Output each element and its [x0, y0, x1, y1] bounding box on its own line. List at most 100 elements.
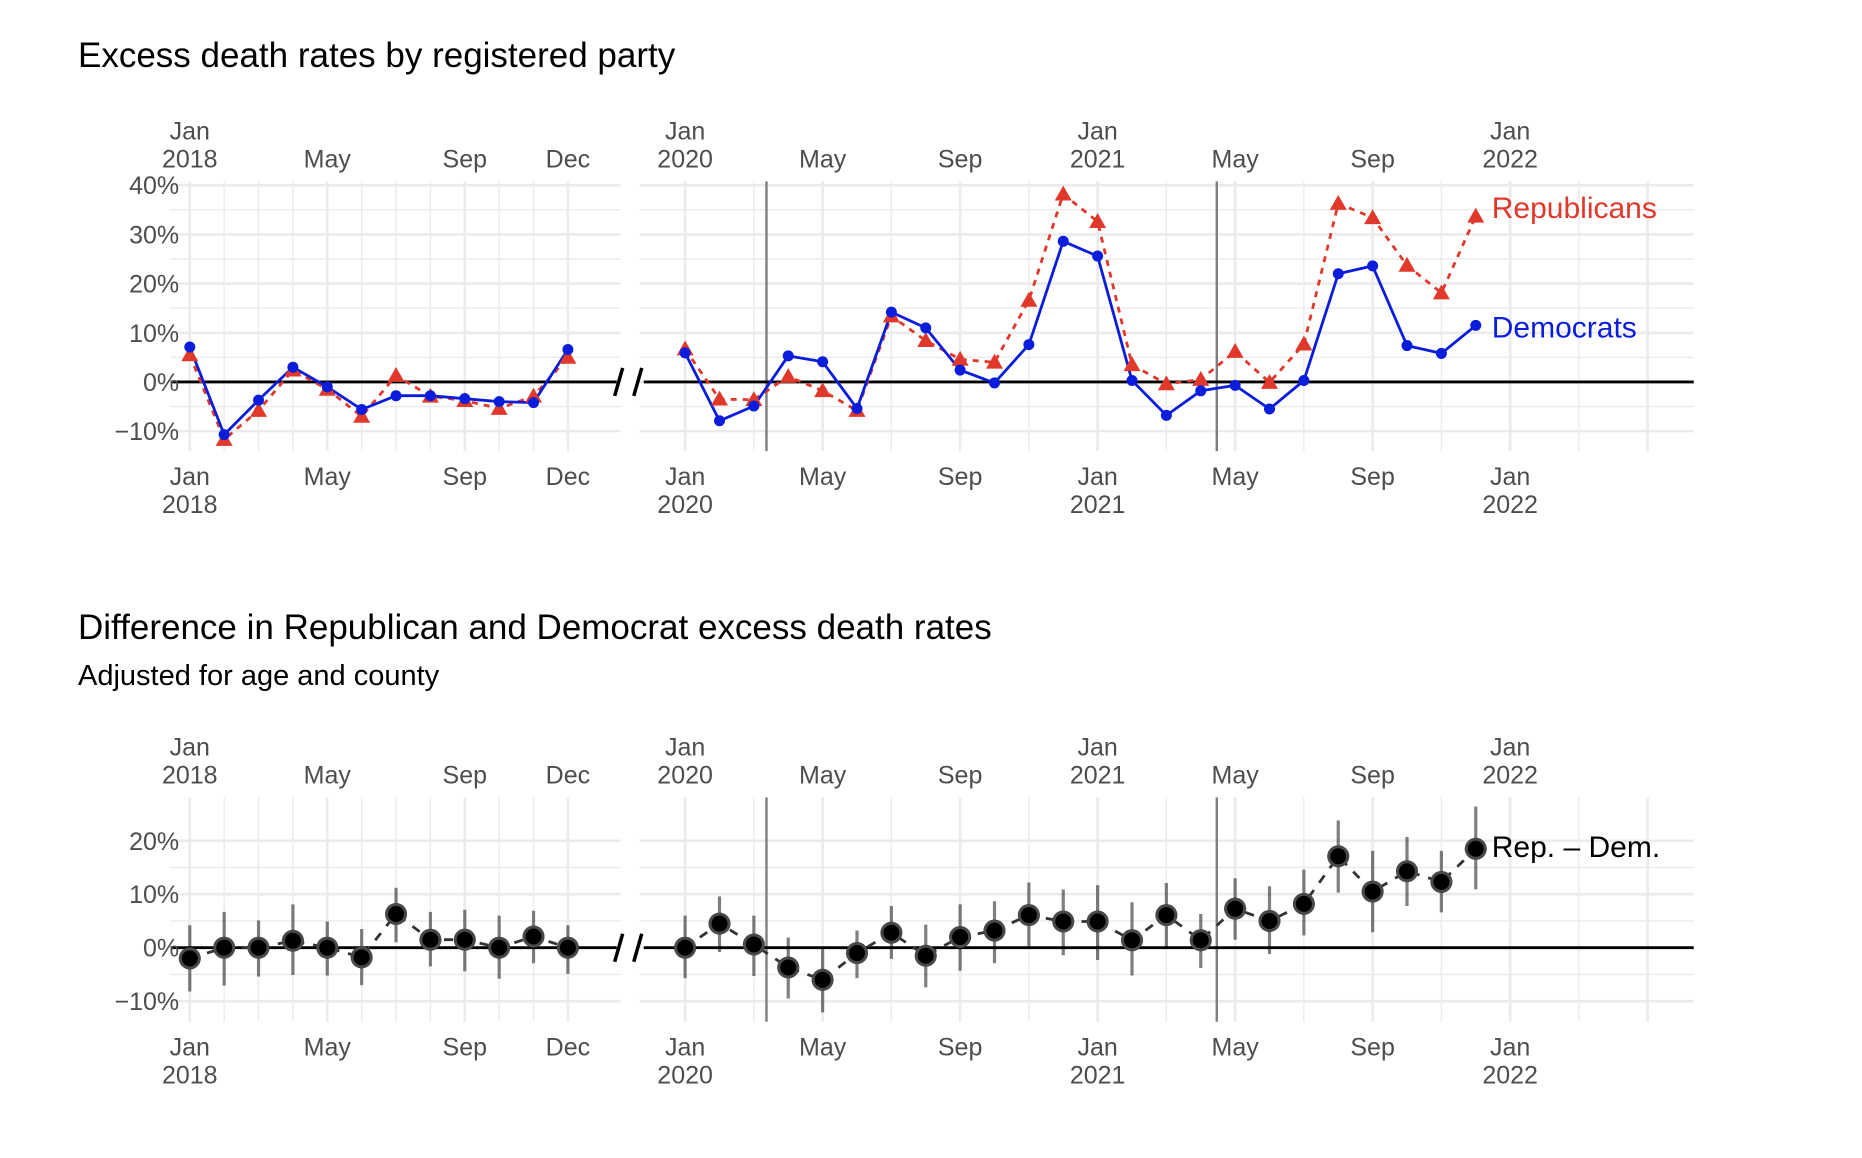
difference-point — [388, 906, 405, 923]
x-tick-label-bottom: May — [304, 463, 352, 491]
y-tick-label: 20% — [129, 828, 179, 856]
chart-subtitle-bottom: Adjusted for age and county — [78, 660, 440, 692]
x-tick-label-bottom-year: 2018 — [162, 491, 218, 519]
x-tick-label-bottom: May — [1212, 463, 1260, 491]
democrat-line-2020-2021 — [683, 239, 1477, 423]
difference-point — [284, 932, 301, 949]
x-tick-label-bottom-year: 2022 — [1482, 491, 1538, 519]
democrat-point — [920, 322, 932, 334]
democrat-point — [390, 390, 402, 402]
x-tick-label-bottom: Dec — [546, 463, 590, 491]
difference-point — [1261, 912, 1278, 929]
democrat-point — [679, 347, 691, 359]
democrat-point — [1057, 235, 1069, 247]
x-tick-label-top-year: 2022 — [1482, 761, 1538, 789]
democrat-point — [713, 415, 725, 427]
x-tick-label-bottom: Sep — [443, 1034, 487, 1062]
y-tick-label: 10% — [129, 320, 179, 348]
democrat-point — [1298, 374, 1310, 386]
y-tick-label: 0% — [143, 935, 179, 963]
x-tick-label-top: Jan — [170, 733, 210, 761]
republican-point — [250, 401, 268, 417]
x-tick-label-top: Dec — [546, 145, 590, 173]
difference-point — [814, 971, 831, 988]
x-tick-label-bottom: Jan — [1490, 463, 1530, 491]
republican-point — [814, 382, 832, 398]
republican-point — [1192, 370, 1210, 386]
x-tick-label-top: Sep — [1350, 761, 1394, 789]
republican-point — [1054, 185, 1072, 201]
republican-point — [1398, 256, 1416, 272]
republican-point — [1226, 342, 1244, 358]
republican-point — [1123, 356, 1141, 372]
axis-break-mark — [632, 933, 644, 963]
republican-point — [490, 400, 508, 415]
x-tick-label-top: May — [304, 761, 352, 789]
y-tick-label: 20% — [129, 271, 179, 299]
x-tick-label-bottom: May — [799, 1034, 847, 1062]
x-tick-label-top-year: 2021 — [1070, 145, 1126, 173]
difference-point — [1330, 848, 1347, 865]
difference-point — [1467, 840, 1484, 857]
republican-point — [1020, 291, 1038, 307]
axis-break-mark — [632, 367, 644, 397]
x-tick-label-bottom: Sep — [938, 463, 982, 491]
republican-point — [559, 348, 577, 364]
republican-point — [951, 350, 969, 366]
republican-line-2018 — [188, 354, 569, 441]
difference-point — [952, 929, 969, 946]
difference-point — [216, 939, 233, 956]
y-tick-label: 0% — [143, 369, 179, 397]
democrat-point — [954, 364, 966, 376]
democrat-point — [748, 400, 760, 412]
x-tick-label-top: Jan — [665, 117, 705, 145]
republican-point — [1364, 209, 1382, 225]
x-tick-label-bottom: Sep — [1350, 1034, 1394, 1062]
republican-point — [1432, 284, 1450, 300]
difference-point — [1227, 900, 1244, 917]
republican-point — [1295, 335, 1313, 351]
democrat-point — [885, 306, 897, 318]
difference-point — [848, 945, 865, 962]
x-tick-label-top: Sep — [938, 145, 982, 173]
x-tick-label-bottom: Jan — [1077, 1034, 1117, 1062]
difference-point — [525, 928, 542, 945]
difference-point — [1399, 863, 1416, 880]
x-tick-label-top-year: 2018 — [162, 761, 218, 789]
x-tick-label-top: May — [1212, 145, 1260, 173]
x-tick-label-bottom-year: 2018 — [162, 1062, 218, 1090]
difference-point — [883, 924, 900, 941]
democrat-point — [493, 396, 505, 408]
republican-point — [1467, 207, 1485, 223]
x-tick-label-bottom: May — [304, 1034, 352, 1062]
democrat-point — [1160, 409, 1172, 421]
democrat-point — [1367, 260, 1379, 272]
difference-point — [745, 936, 762, 953]
x-tick-label-bottom: Jan — [1077, 463, 1117, 491]
democrat-point — [562, 343, 574, 355]
x-tick-label-bottom: Sep — [938, 1034, 982, 1062]
difference-point — [1158, 907, 1175, 924]
democrat-point — [253, 394, 265, 406]
x-tick-label-top-year: 2020 — [657, 145, 713, 173]
democrat-point — [1126, 374, 1138, 386]
x-tick-label-bottom: Jan — [170, 463, 210, 491]
democrat-point — [356, 403, 368, 415]
x-tick-label-bottom: May — [799, 463, 847, 491]
x-tick-label-top: Jan — [665, 733, 705, 761]
x-tick-label-top: May — [799, 145, 847, 173]
x-tick-label-bottom: Dec — [546, 1034, 590, 1062]
democrat-point — [321, 381, 333, 393]
x-tick-label-top-year: 2021 — [1070, 761, 1126, 789]
chart-title-top: Excess death rates by registered party — [78, 36, 676, 75]
democrat-point — [1332, 268, 1344, 280]
difference-point — [456, 931, 473, 948]
difference-point — [559, 939, 576, 956]
x-tick-label-top-year: 2020 — [657, 761, 713, 789]
democrat-point — [1023, 339, 1035, 351]
y-tick-label: −10% — [115, 418, 180, 446]
x-tick-label-top: Jan — [1077, 733, 1117, 761]
x-tick-label-bottom-year: 2021 — [1070, 491, 1126, 519]
x-tick-label-top-year: 2022 — [1482, 145, 1538, 173]
